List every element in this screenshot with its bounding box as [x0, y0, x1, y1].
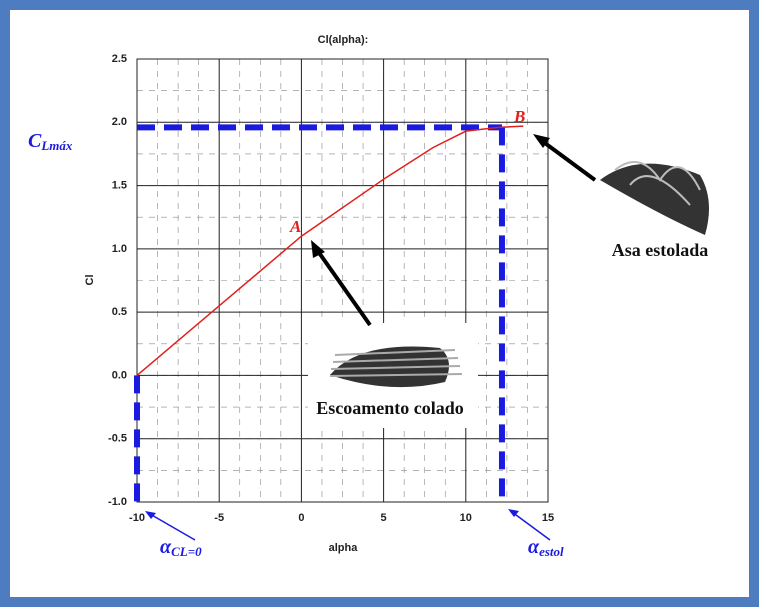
- x-tick-label: 0: [298, 512, 304, 524]
- y-tick-label: -1.0: [108, 496, 127, 508]
- x-tick-label: -10: [129, 512, 145, 524]
- x-tick-label: -5: [214, 512, 224, 524]
- stalled-wing-label: Asa estolada: [612, 240, 709, 260]
- x-axis-label: alpha: [329, 542, 359, 554]
- point-a-label: A: [289, 217, 301, 236]
- x-tick-label: 15: [542, 512, 554, 524]
- x-tick-label: 10: [460, 512, 472, 524]
- y-tick-label: 1.0: [112, 243, 127, 255]
- point-b-label: B: [513, 107, 525, 126]
- y-tick-label: 0.0: [112, 369, 127, 381]
- attached-flow-label: Escoamento colado: [316, 398, 464, 418]
- y-axis-label: Cl: [84, 275, 96, 286]
- y-tick-label: -0.5: [108, 433, 127, 445]
- y-tick-label: 2.0: [112, 116, 127, 128]
- y-tick-label: 1.5: [112, 179, 127, 191]
- panel: [10, 10, 749, 597]
- y-tick-label: 2.5: [112, 53, 127, 65]
- chart-title: Cl(alpha):: [318, 34, 369, 46]
- y-tick-label: 0.5: [112, 306, 127, 318]
- x-tick-label: 5: [381, 512, 387, 524]
- page: -1.0 -0.5 0.0 0.5 1.0 1.5 2.0 2.5 -10 -5 0 5 10 15 Cl…: [0, 0, 759, 607]
